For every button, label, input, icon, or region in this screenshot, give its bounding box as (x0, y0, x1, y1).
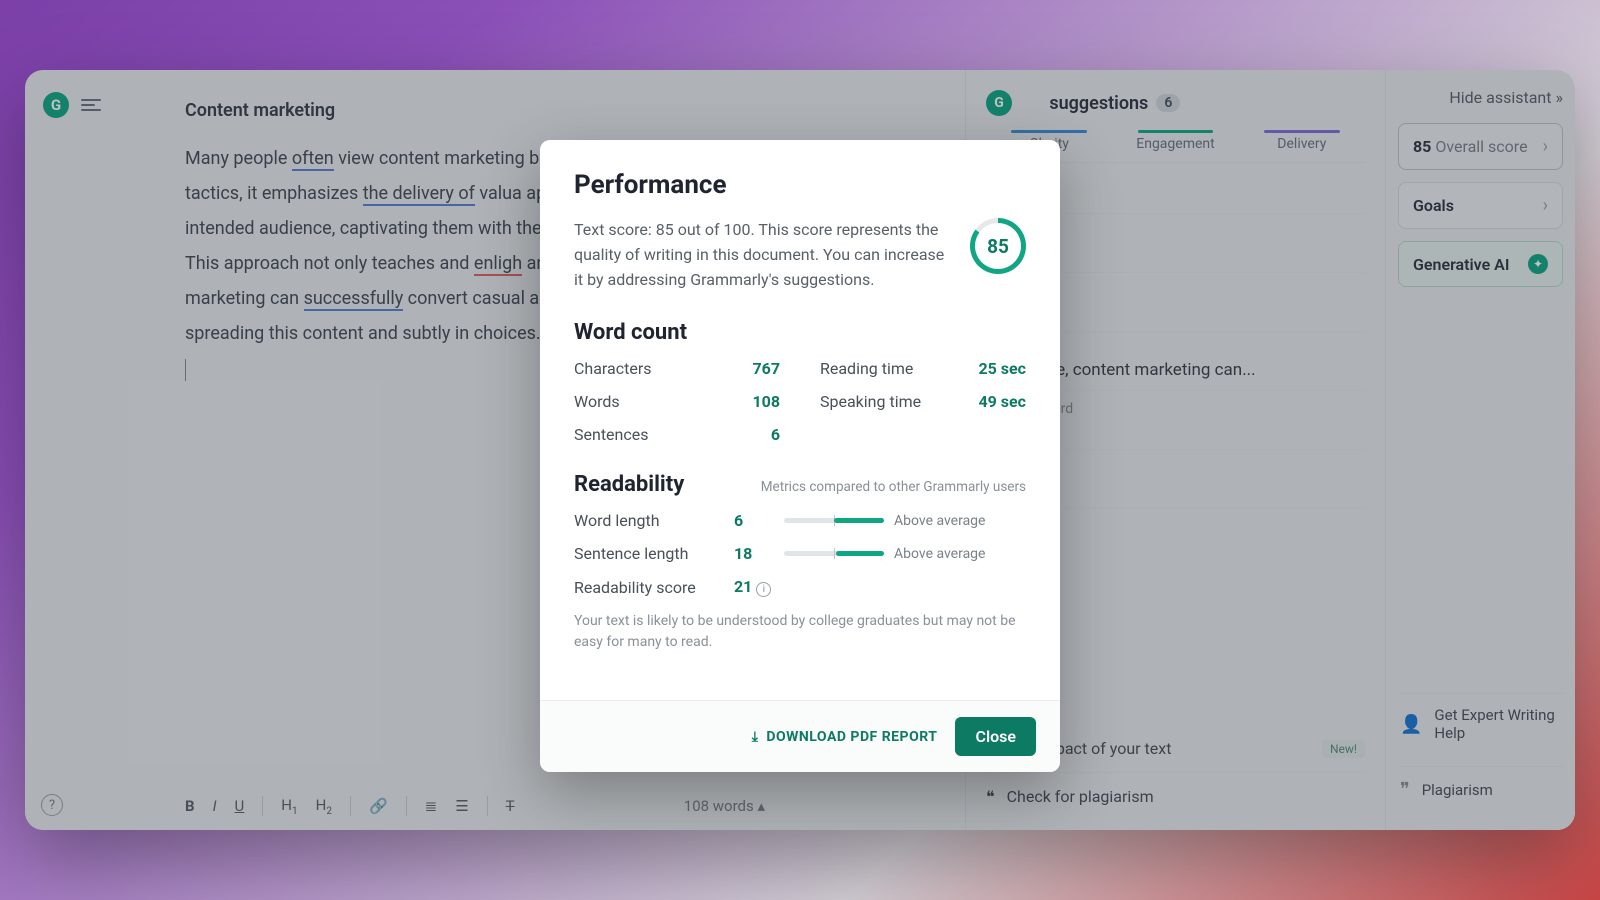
modal-description: Text score: 85 out of 100. This score re… (574, 218, 950, 292)
performance-modal: Performance Text score: 85 out of 100. T… (540, 140, 1060, 772)
readability-score: Readability score 21i (574, 577, 1026, 597)
info-icon[interactable]: i (756, 582, 771, 597)
close-button[interactable]: Close (955, 717, 1036, 756)
readability-footnote: Your text is likely to be understood by … (574, 611, 1026, 653)
word-count-heading: Word count (574, 320, 1026, 345)
modal-overlay: Performance Text score: 85 out of 100. T… (25, 70, 1575, 830)
download-icon: ⤓ (752, 729, 759, 745)
download-pdf-button[interactable]: ⤓ DOWNLOAD PDF REPORT (752, 729, 938, 745)
readability-sentence-length: Sentence length 18 Above average (574, 544, 1026, 563)
app-window: G Content marketing Many people often vi… (25, 70, 1575, 830)
modal-title: Performance (574, 170, 1026, 200)
readability-note: Metrics compared to other Grammarly user… (761, 479, 1026, 495)
readability-word-length: Word length 6 Above average (574, 511, 1026, 530)
score-ring: 85 (970, 218, 1026, 274)
word-count-grid: Characters767 Reading time25 sec Words10… (574, 359, 1026, 444)
readability-heading: Readability (574, 472, 684, 497)
